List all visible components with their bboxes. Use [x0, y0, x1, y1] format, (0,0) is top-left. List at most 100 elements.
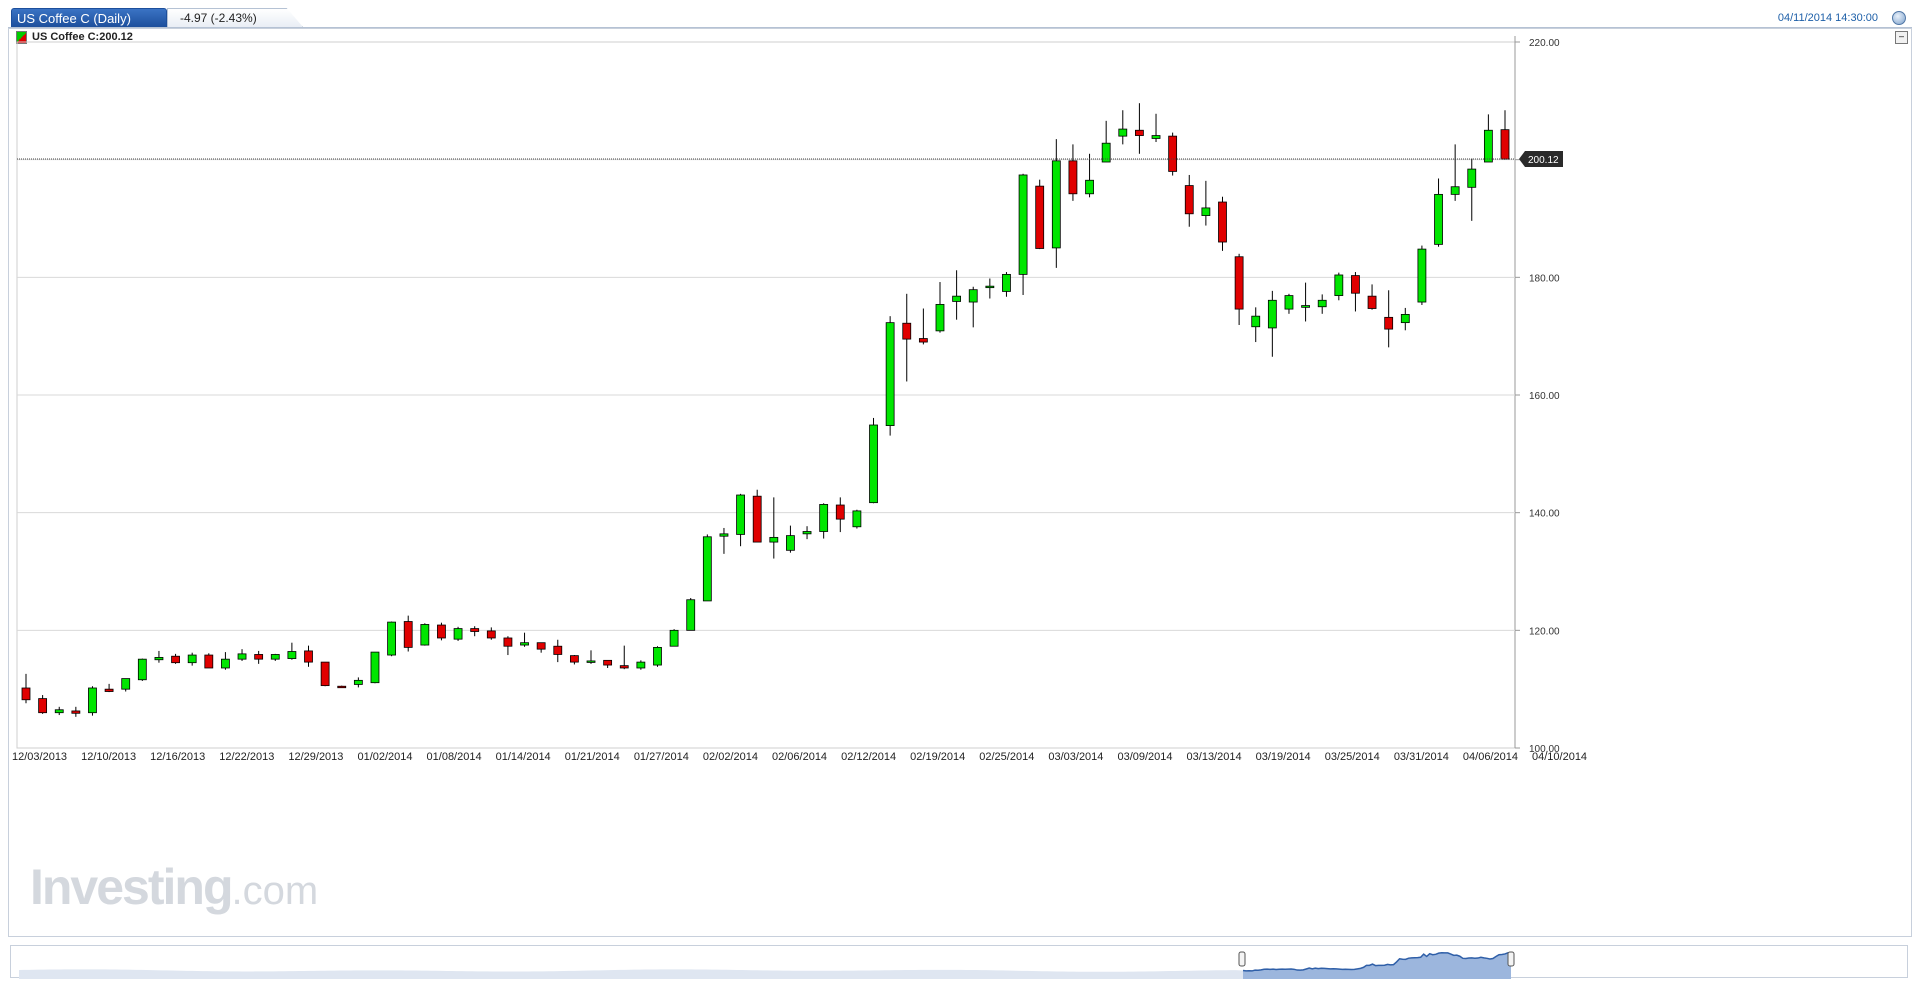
y-tick-label: 160.00 [1529, 391, 1560, 402]
navigator-area [19, 952, 1511, 979]
x-tick-label: 03/03/2014 [1048, 751, 1103, 763]
candle-up [802, 531, 812, 535]
candle-down [1135, 129, 1144, 136]
x-tick-label: 02/02/2014 [703, 751, 758, 763]
candle-up [1450, 186, 1460, 195]
candle-up [1002, 273, 1011, 292]
candle-down [553, 645, 563, 655]
candle-up [237, 653, 247, 660]
candle-down [1234, 256, 1244, 310]
tab-chart-title[interactable]: US Coffee C (Daily) [11, 8, 167, 27]
candle-up [1251, 315, 1261, 328]
collapse-button[interactable]: – [1895, 31, 1908, 44]
time-navigator[interactable] [10, 945, 1908, 979]
candle-layer [21, 103, 1510, 717]
candle-up [885, 322, 895, 426]
candle-up [1118, 128, 1128, 137]
candle-up [221, 658, 230, 669]
candle-up [270, 654, 280, 660]
candle-up [520, 642, 529, 646]
x-tick-label: 02/06/2014 [772, 751, 827, 763]
candle-up [154, 656, 164, 661]
last-price-label: 200.12 [1528, 155, 1559, 166]
candle-up [187, 654, 197, 664]
candle-up [852, 510, 862, 528]
candle-up [968, 289, 978, 303]
x-tick-label: 03/25/2014 [1325, 751, 1380, 763]
candle-up [1284, 295, 1294, 310]
x-tick-label: 12/22/2013 [219, 751, 274, 763]
x-tick-label: 12/03/2013 [12, 751, 67, 763]
candle-up [1151, 135, 1161, 139]
tab-bar: US Coffee C (Daily) -4.97 (-2.43%) 04/11… [0, 0, 1920, 28]
candle-up [869, 424, 878, 504]
candle-up [420, 624, 430, 646]
candle-up [1267, 299, 1277, 329]
candle-up [686, 599, 696, 631]
candle-up [1201, 207, 1211, 216]
candle-down [320, 661, 330, 687]
candle-up [1301, 305, 1310, 308]
candle-down [470, 628, 480, 632]
chart-legend: US Coffee C:200.12 [16, 29, 133, 45]
candle-up [1018, 174, 1028, 275]
y-tick-label: 180.00 [1529, 273, 1560, 284]
x-tick-label: 03/19/2014 [1256, 751, 1311, 763]
candle-down [1218, 201, 1227, 243]
candle-down [21, 687, 31, 701]
candle-down [304, 650, 313, 663]
navigator-svg [19, 951, 1515, 979]
candle-down [536, 642, 546, 650]
candle-down [403, 621, 413, 648]
grid-layer [16, 36, 1516, 749]
candle-up [702, 536, 712, 602]
candle-down [1384, 316, 1394, 330]
candle-down [1184, 185, 1194, 215]
candle-down [204, 654, 214, 669]
candle-up [121, 678, 131, 690]
candle-up [1101, 142, 1111, 163]
clock-icon[interactable] [1892, 11, 1906, 25]
candle-up [786, 535, 795, 551]
candle-up [1467, 168, 1477, 188]
candle-down [254, 654, 264, 660]
candle-up [1400, 313, 1410, 324]
x-tick-label: 03/13/2014 [1187, 751, 1242, 763]
candle-up [1417, 248, 1427, 303]
x-tick-label: 12/10/2013 [81, 751, 136, 763]
candle-up [54, 709, 64, 714]
candle-down [835, 504, 845, 520]
y-tick-label: 220.00 [1529, 38, 1560, 49]
legend-swatch-icon [16, 30, 27, 44]
candle-down [1168, 135, 1178, 172]
candle-down [603, 659, 613, 666]
tab-divider [8, 27, 1912, 28]
candle-down [486, 630, 496, 639]
candle-up [952, 295, 962, 302]
candle-up [985, 285, 995, 289]
candle-up [669, 629, 679, 647]
navigator-line [1242, 951, 1512, 972]
candle-down [503, 637, 513, 647]
x-tick-label: 02/19/2014 [910, 751, 965, 763]
candle-down [918, 338, 928, 343]
candle-down [1351, 275, 1360, 294]
candle-up [1334, 274, 1344, 296]
chart-panel [8, 28, 1912, 937]
candle-down [337, 685, 347, 689]
y-tick-label: 100.00 [1529, 744, 1560, 755]
candle-up [636, 661, 646, 669]
x-tick-label: 03/31/2014 [1394, 751, 1449, 763]
x-tick-label: 04/06/2014 [1463, 751, 1518, 763]
candle-up [653, 646, 662, 666]
timestamp: 04/11/2014 14:30:00 [1777, 12, 1878, 24]
candle-up [935, 303, 945, 332]
candle-down [1500, 129, 1510, 160]
tab-price-change[interactable]: -4.97 (-2.43%) [167, 8, 303, 27]
watermark-suffix: .com [231, 869, 319, 913]
candle-down [1068, 160, 1078, 195]
x-tick-label: 02/25/2014 [979, 751, 1034, 763]
candle-up [453, 628, 463, 640]
candle-up [387, 621, 396, 656]
